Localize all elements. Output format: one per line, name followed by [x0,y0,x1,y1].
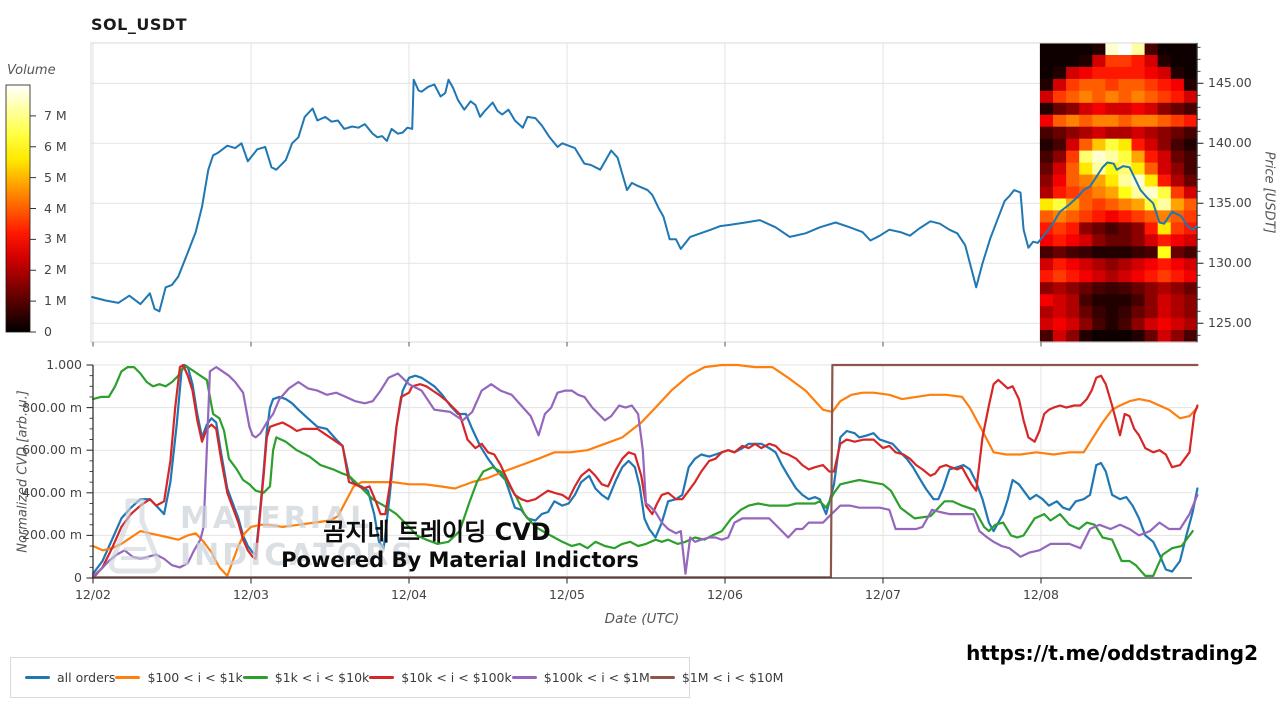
volume-tick-label: 5 M [44,169,67,185]
korean-watermark-text: 곰지네 트레이딩 CVD [323,518,551,546]
volume-tick-label: 2 M [44,262,67,278]
date-axis-label: Date (UTC) [604,611,680,627]
cvd-series-line [91,363,1199,580]
legend-swatch [242,676,268,679]
cvd-tick-label: 600.00 m [22,442,82,458]
legend-swatch [511,676,537,679]
volume-colorbar-label: Volume [7,63,56,78]
price-axis-label: Price [USDT] [1261,151,1277,234]
price-tick-label: 125.00 [1208,315,1252,331]
cvd-tick-label: 200.00 m [22,527,82,543]
legend-swatch [115,676,141,679]
volume-tick-label: 4 M [44,200,67,216]
date-tick-label: 12/08 [1022,587,1060,602]
date-tick-label: 12/04 [390,587,428,602]
brand-watermark-line2: INDICATORS [180,538,416,573]
powered-by-watermark-text: Powered By Material Indictors [281,548,639,572]
cvd-series-line [91,363,1199,578]
legend-label: $1M < i < $10M [681,670,784,685]
price-tick-label: 130.00 [1208,255,1252,271]
legend-label: $10k < i < $100k [401,670,512,685]
legend-swatch [25,676,50,679]
telegram-url-text: https://t.me/oddstrading2 [966,641,1258,665]
volume-tick-label: 3 M [44,231,67,247]
date-tick-label: 12/02 [74,587,112,602]
legend-swatch [649,676,675,679]
legend-swatch [369,676,395,679]
legend-item: $100 < i < $1k [115,670,243,685]
volume-tick-label: 6 M [44,138,67,154]
cvd-series-line [91,366,1194,578]
brand-watermark-line1: MATERIAL [180,501,373,536]
flask-watermark-icon [108,498,162,574]
legend-label: $100k < i < $1M [543,670,650,685]
volume-colorbar [5,84,36,333]
legend-label: all orders [57,670,116,685]
legend-item: all orders [25,670,115,685]
volume-tick-label: 7 M [44,107,67,123]
price-line [91,78,1199,313]
top-chart [90,42,1204,347]
cvd-tick-label: 0 [74,570,82,585]
legend: all orders $100 < i < $1k $1k < i < $10k $1… [10,657,783,698]
cvd-tick-label: 800.00 m [22,399,82,415]
volume-tick-label: 1 M [44,293,67,309]
legend-label: $1k < i < $10k [274,670,370,685]
legend-label: $100 < i < $1k [147,670,243,685]
legend-item: $100k < i < $1M [511,670,650,685]
volume-heatmap [1039,43,1198,343]
cvd-chart [86,363,1199,584]
date-tick-label: 12/07 [864,587,902,602]
date-tick-label: 12/05 [548,587,586,602]
legend-item: $10k < i < $100k [369,670,512,685]
price-tick-label: 140.00 [1208,135,1252,151]
date-tick-label: 12/06 [706,587,744,602]
cvd-tick-label: 1.000 [46,357,82,372]
date-tick-label: 12/03 [232,587,270,602]
volume-tick-label: 0 [44,324,52,339]
price-tick-label: 145.00 [1208,75,1252,91]
cvd-series-line [91,366,1199,578]
legend-item: $1k < i < $10k [242,670,370,685]
cvd-tick-label: 400.00 m [22,484,82,500]
price-tick-label: 135.00 [1208,195,1252,211]
page-title: SOL_USDT [91,15,188,34]
legend-item: $1M < i < $10M [649,670,784,685]
